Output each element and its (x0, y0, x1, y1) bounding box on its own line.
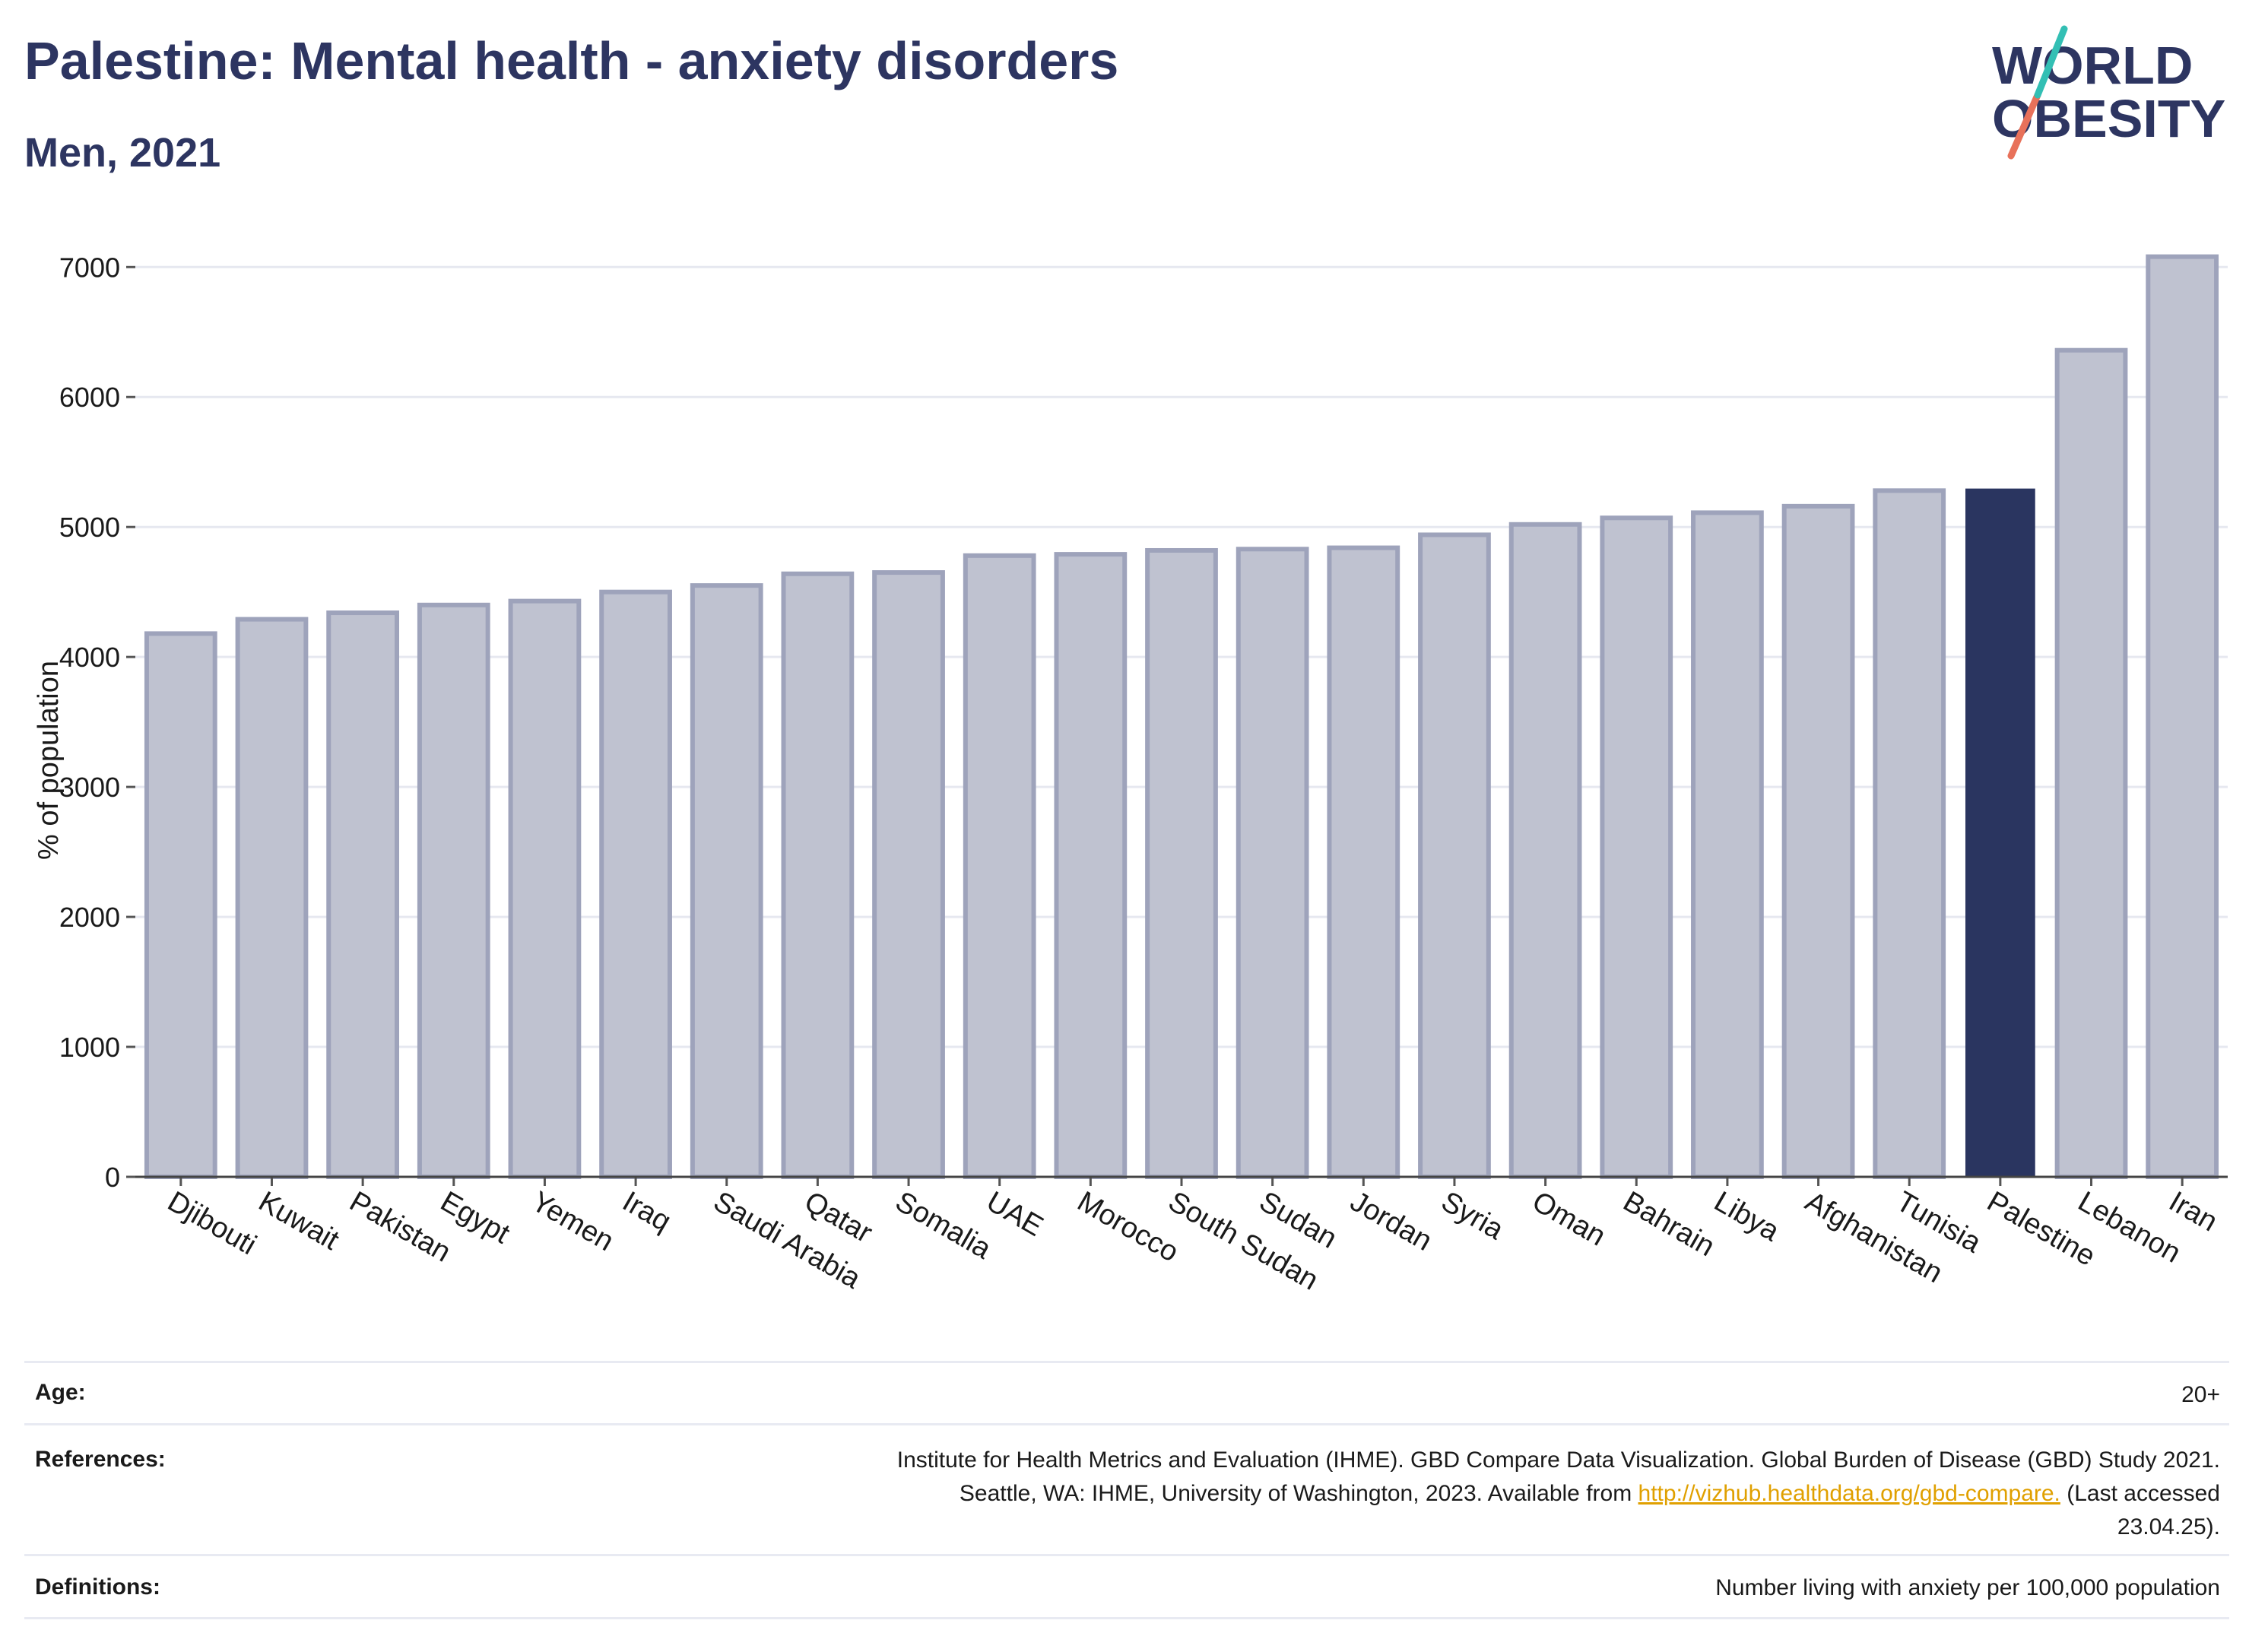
bar-iran (2146, 254, 2219, 1179)
bar-oman (1508, 522, 1582, 1179)
x-tick-label: Djibouti (162, 1185, 262, 1261)
x-tick-label: Syria (1435, 1185, 1509, 1246)
world-obesity-logo: WORLD OBESITY (1992, 25, 2225, 160)
x-tick-label: Jordan (1345, 1185, 1438, 1257)
y-tick-label: 7000 (59, 252, 120, 283)
x-tick-label: Libya (1708, 1185, 1784, 1248)
definitions-label: Definitions: (35, 1574, 160, 1600)
references-line-2-post: (Last accessed (2060, 1481, 2220, 1506)
x-tick-label: Bahrain (1618, 1185, 1720, 1263)
info-row-definitions: Definitions: Number living with anxiety … (24, 1554, 2229, 1619)
x-tick-label: Morocco (1072, 1185, 1184, 1268)
bar-egypt (417, 602, 490, 1179)
bar-somalia (872, 570, 945, 1179)
bar-qatar (781, 571, 855, 1179)
age-label: Age: (35, 1380, 86, 1405)
bar-bahrain (1600, 515, 1673, 1179)
x-tick-label: Somalia (890, 1185, 998, 1265)
references-value: Institute for Health Metrics and Evaluat… (897, 1444, 2220, 1544)
bar-libya (1691, 510, 1764, 1179)
y-tick-label: 3000 (59, 772, 120, 803)
bar-saudi-arabia (690, 583, 763, 1179)
x-tick-label: Kuwait (253, 1185, 344, 1257)
page-subtitle: Men, 2021 (24, 130, 221, 176)
page-title: Palestine: Mental health - anxiety disor… (24, 31, 1119, 90)
x-tick-label: Iraq (617, 1185, 677, 1238)
bar-djibouti (144, 631, 217, 1179)
age-value: 20+ (2181, 1382, 2220, 1407)
bar-jordan (1327, 545, 1400, 1179)
references-link[interactable]: http://vizhub.healthdata.org/gbd-compare… (1638, 1481, 2060, 1506)
y-tick-label: 0 (105, 1162, 120, 1193)
x-tick-label: Yemen (526, 1185, 619, 1257)
references-line-3: 23.04.25). (2117, 1514, 2220, 1539)
bar-morocco (1054, 552, 1128, 1179)
references-line-2-pre: Seattle, WA: IHME, University of Washing… (959, 1481, 1638, 1506)
svg-text:WORLD: WORLD (1992, 36, 2193, 95)
references-line-1: Institute for Health Metrics and Evaluat… (896, 1447, 2220, 1473)
x-tick-label: Oman (1527, 1185, 1611, 1252)
bar-yemen (508, 598, 582, 1179)
references-label: References: (35, 1447, 166, 1472)
bar-palestine (1965, 488, 2035, 1178)
y-tick-label: 6000 (59, 382, 120, 413)
bar-uae (963, 553, 1036, 1179)
bar-sudan (1236, 547, 1309, 1179)
info-row-age: Age: 20+ (24, 1361, 2229, 1424)
bar-syria (1418, 532, 1491, 1179)
bar-iraq (599, 589, 672, 1179)
definitions-value: Number living with anxiety per 100,000 p… (1715, 1575, 2220, 1600)
bar-kuwait (235, 617, 309, 1179)
y-tick-label: 5000 (59, 512, 120, 543)
bar-afghanistan (1781, 503, 1855, 1179)
y-axis-label: % of population (33, 661, 65, 860)
bar-lebanon (2054, 347, 2128, 1179)
bar-pakistan (326, 610, 399, 1179)
x-tick-label: Pakistan (344, 1185, 456, 1268)
y-tick-label: 4000 (59, 642, 120, 673)
info-row-references: References: Institute for Health Metrics… (24, 1423, 2229, 1555)
x-tick-label: Iran (2164, 1185, 2223, 1238)
bar-south-sudan (1145, 547, 1218, 1179)
y-tick-label: 1000 (59, 1032, 120, 1063)
references-line-2: Seattle, WA: IHME, University of Washing… (897, 1477, 2220, 1511)
y-tick-label: 2000 (59, 902, 120, 933)
bar-tunisia (1873, 488, 1946, 1179)
bar-chart: 0 1000 2000 3000 4000 5000 6000 7000 DjiboutiKuw… (33, 252, 2228, 1297)
